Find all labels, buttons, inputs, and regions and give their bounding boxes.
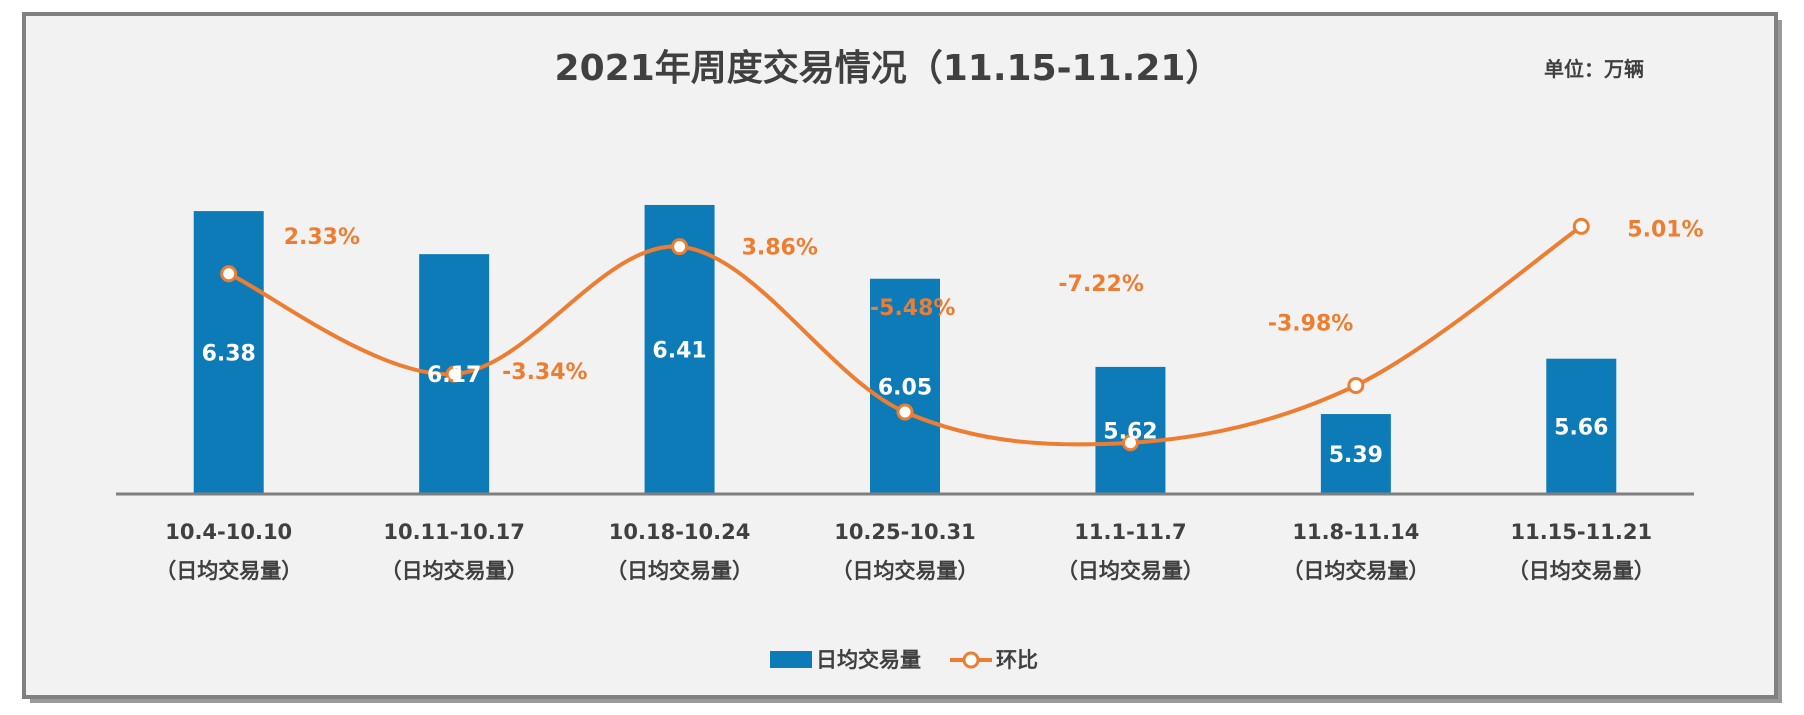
mom-value-label-7: 5.01% [1627,217,1703,242]
legend-line-label: 环比 [996,648,1038,672]
legend: 日均交易量 环比 [770,648,1038,672]
x-tick-range-1: 10.4-10.10 [165,520,292,544]
mom-point-2 [445,365,463,383]
bar-value-label-6: 5.39 [1329,443,1383,468]
x-tick-range-2: 10.11-10.17 [383,520,525,544]
legend-line-marker [962,651,980,669]
x-tick-range-5: 11.1-11.7 [1074,520,1186,544]
mom-point-7 [1572,217,1590,235]
axis-labels-layer: 10.4-10.10 （日均交易量） 10.11-10.17 （日均交易量） 10.18… [155,520,1655,583]
bar-4 [870,278,940,494]
chart-title: 2021年周度交易情况（11.15-11.21） [555,47,1222,89]
mom-point-4 [896,403,914,421]
bar-6 [1320,414,1391,494]
mom-value-label-5: -7.22% [1058,272,1143,297]
mom-point-3 [671,238,689,256]
x-tick-range-7: 11.15-11.21 [1510,520,1652,544]
x-tick-note-3: （日均交易量） [606,559,753,583]
bar-value-label-3: 6.41 [652,338,706,363]
legend-bar-swatch [770,651,812,668]
mom-value-label-6: -3.98% [1268,311,1353,336]
x-tick-note-5: （日均交易量） [1057,559,1204,583]
labels-layer: 6.38 6.17 6.41 6.05 5.62 5.39 5.66 2.33% -3.34% 3… [202,217,1704,468]
line-layer [220,217,1590,452]
x-tick-note-1: （日均交易量） [155,559,302,583]
legend-bar-label: 日均交易量 [816,648,921,672]
bars-layer [193,204,1617,494]
x-tick-note-7: （日均交易量） [1508,559,1655,583]
mom-point-6 [1347,376,1365,394]
mom-value-label-2: -3.34% [502,360,587,385]
bar-value-label-1: 6.38 [202,342,256,367]
x-tick-note-2: （日均交易量） [381,559,528,583]
mom-point-5 [1121,434,1139,452]
bar-1 [193,211,264,494]
unit-label: 单位：万辆 [1544,57,1644,81]
mom-value-label-4: -5.48% [870,296,955,321]
bar-7 [1546,358,1617,494]
x-tick-note-4: （日均交易量） [832,559,979,583]
mom-point-1 [220,265,238,283]
bar-value-label-7: 5.66 [1554,415,1608,440]
x-tick-range-6: 11.8-11.14 [1292,520,1419,544]
x-tick-note-6: （日均交易量） [1282,559,1429,583]
bar-value-label-5: 5.62 [1103,419,1157,444]
x-tick-range-3: 10.18-10.24 [609,520,751,544]
bar-value-label-2: 6.17 [427,363,481,388]
mom-value-label-3: 3.86% [742,236,818,261]
bar-5 [1095,366,1166,494]
mom-value-label-1: 2.33% [284,225,360,250]
x-tick-range-4: 10.25-10.31 [834,520,976,544]
bar-value-label-4: 6.05 [878,375,932,400]
